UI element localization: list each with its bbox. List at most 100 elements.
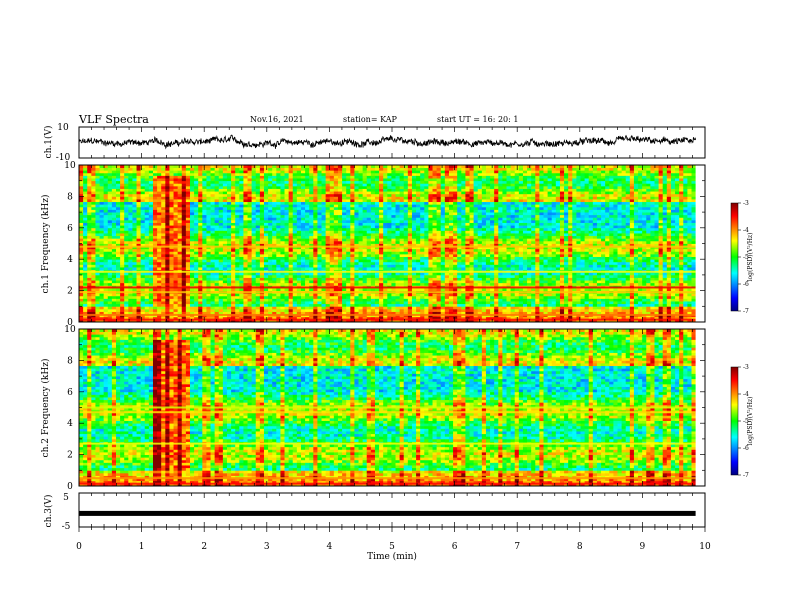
spectrogram-cell	[255, 267, 261, 271]
spectrogram-cell	[95, 183, 100, 187]
spectrogram-cell	[268, 167, 273, 171]
spectrogram-cell	[325, 261, 331, 265]
spectrogram-cell	[403, 238, 409, 242]
spectrogram-cell	[194, 248, 199, 252]
spectrogram-cell	[181, 196, 187, 200]
spectrogram-cell	[305, 167, 310, 171]
spectrogram-cell	[226, 227, 232, 231]
spectrogram-cell	[395, 256, 401, 260]
spectrogram-cell	[288, 267, 294, 271]
spectrogram-cell	[99, 188, 105, 192]
spectrogram-cell	[103, 248, 109, 252]
spectrogram-cell	[272, 282, 277, 286]
spectrogram-cell	[239, 183, 244, 187]
spectrogram-cell	[198, 319, 203, 323]
spectrogram-cell	[202, 261, 207, 265]
spectrogram-cell	[259, 248, 265, 252]
spectrogram-cell	[263, 282, 269, 286]
spectrogram-cell	[218, 206, 224, 210]
spectrogram-cell	[272, 301, 277, 305]
spectrogram-cell	[103, 274, 109, 278]
spectrogram-cell	[173, 230, 179, 234]
spectrogram-cell	[226, 235, 232, 239]
spectrogram-cell	[124, 172, 129, 176]
spectrogram-cell	[214, 259, 220, 263]
spectrogram-cell	[305, 248, 310, 252]
spectrogram-cell	[222, 311, 228, 315]
spectrogram-cell	[124, 316, 129, 320]
spectrogram-cell	[198, 227, 203, 231]
spectrogram-cell	[411, 185, 417, 189]
spectrogram-cell	[391, 212, 396, 216]
spectrogram-cell	[276, 214, 281, 218]
spectrogram-cell	[325, 188, 331, 192]
spectrogram-cell	[231, 308, 236, 312]
spectrogram-cell	[120, 172, 125, 176]
spectrogram-cell	[276, 193, 281, 197]
spectrogram-cell	[177, 235, 183, 239]
spectrogram-cell	[383, 272, 388, 276]
spectrogram-cell	[111, 175, 117, 179]
spectrogram-cell	[366, 316, 372, 320]
spectrogram-cell	[107, 306, 113, 310]
spectrogram-cell	[198, 311, 203, 315]
spectrogram-cell	[337, 191, 343, 195]
spectrogram-cell	[210, 295, 216, 299]
spectrogram-cell	[239, 188, 244, 192]
spectrogram-cell	[243, 267, 248, 271]
spectrogram-cell	[148, 180, 154, 184]
spectrogram-cell	[416, 225, 421, 229]
spectrogram-cell	[379, 306, 384, 310]
spectrogram-cell	[379, 308, 384, 312]
spectrogram-cell	[383, 178, 388, 182]
spectrogram-cell	[161, 209, 166, 213]
spectrogram-cell	[313, 261, 318, 265]
spectrogram-cell	[284, 178, 290, 182]
spectrogram-cell	[366, 240, 372, 244]
spectrogram-cell	[247, 311, 253, 315]
spectrogram-cell	[263, 175, 269, 179]
spectrogram-cell	[346, 180, 351, 184]
spectrogram-cell	[214, 251, 220, 255]
spectrogram-cell	[136, 206, 142, 210]
spectrogram-cell	[152, 227, 158, 231]
spectrogram-cell	[313, 233, 318, 237]
spectrogram-cell	[231, 267, 236, 271]
spectrogram-cell	[325, 212, 331, 216]
spectrogram-cell	[403, 233, 409, 237]
spectrogram-cell	[391, 196, 396, 200]
spectrogram-cell	[374, 188, 380, 192]
spectrogram-cell	[165, 230, 170, 234]
spectrogram-cell	[214, 167, 220, 171]
spectrogram-cell	[83, 185, 88, 189]
spectrogram-cell	[169, 199, 174, 203]
spectrogram-cell	[198, 280, 203, 284]
spectrogram-cell	[239, 308, 244, 312]
spectrogram-cell	[354, 178, 359, 182]
spectrogram-cell	[333, 219, 339, 223]
spectrogram-cell	[395, 172, 401, 176]
spectrogram-cell	[181, 193, 187, 197]
spectrogram-cell	[218, 319, 224, 323]
spectrogram-cell	[198, 230, 203, 234]
spectrogram-cell	[107, 301, 113, 305]
spectrogram-cell	[272, 274, 277, 278]
spectrogram-cell	[136, 178, 142, 182]
spectrogram-cell	[247, 301, 253, 305]
spectrogram-cell	[247, 225, 253, 229]
spectrogram-cell	[313, 165, 318, 169]
spectrogram-cell	[169, 167, 174, 171]
spectrogram-cell	[284, 193, 290, 197]
spectrogram-cell	[416, 214, 421, 218]
spectrogram-cell	[251, 319, 257, 323]
spectrogram-cell	[206, 201, 211, 205]
spectrogram-cell	[387, 233, 392, 237]
spectrogram-cell	[374, 167, 380, 171]
spectrogram-cell	[226, 272, 232, 276]
spectrogram-cell	[157, 282, 162, 286]
spectrogram-cell	[177, 316, 183, 320]
spectrogram-cell	[276, 256, 281, 260]
spectrogram-cell	[177, 227, 183, 231]
spectrogram-cell	[95, 199, 100, 203]
spectrogram-cell	[333, 316, 339, 320]
